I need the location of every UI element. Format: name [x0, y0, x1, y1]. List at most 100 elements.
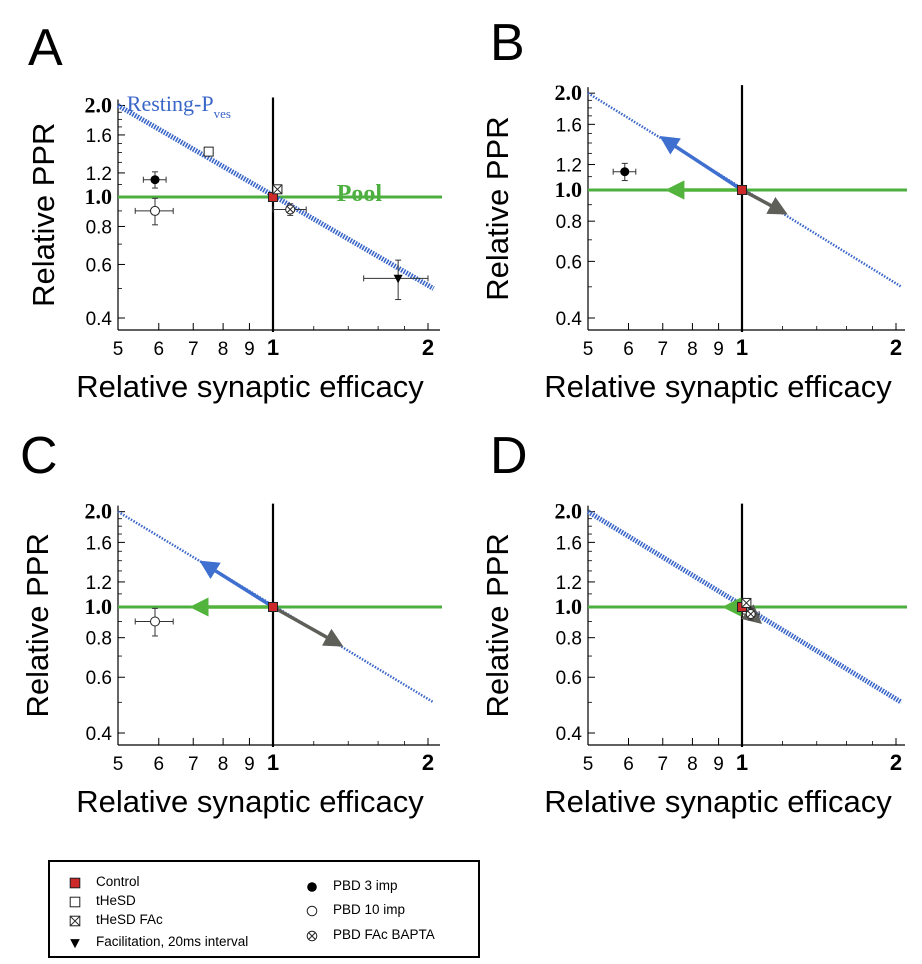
data-point-pbd-3-imp: [142, 171, 167, 189]
marker-circle-filled: [150, 175, 160, 185]
grey-arrow: [272, 605, 344, 647]
x-axis-title: Relative synaptic efficacy: [76, 369, 424, 404]
data-point-pbd-fac-bapta: [272, 203, 307, 216]
y-axis-title: Relative PPR: [480, 116, 515, 300]
y-tick-label: 1.6: [556, 533, 582, 554]
x-tick-label: 1: [267, 750, 279, 775]
x-tick-label: 2: [422, 750, 434, 775]
x-tick-label: 5: [583, 339, 594, 360]
y-tick-label: 0.4: [556, 724, 583, 745]
x-tick-label: 9: [713, 339, 724, 360]
data-point-pbd-3-imp: [612, 162, 637, 182]
x-tick-label: 8: [687, 754, 698, 775]
y-tick-label: 1.2: [556, 156, 582, 177]
x-tick-label: 6: [623, 754, 634, 775]
marker-circle-open: [306, 905, 318, 917]
panel-label: A: [28, 19, 63, 77]
marker-square-red: [69, 877, 81, 889]
x-tick-label: 6: [153, 754, 164, 775]
y-tick-label: 1.2: [556, 573, 582, 594]
legend-label: tHeSD FAc: [96, 912, 163, 927]
y-tick-label: 0.8: [86, 629, 112, 650]
blue-arrow: [659, 135, 743, 192]
x-tick-label: 5: [113, 339, 124, 360]
panel-label: B: [490, 14, 525, 72]
y-tick-label: 1.6: [556, 115, 582, 136]
x-axis-title: Relative synaptic efficacy: [76, 784, 424, 819]
y-tick-label: 0.4: [86, 724, 113, 745]
data-point-thesd-fac: [741, 597, 752, 608]
y-axis-title: Relative PPR: [26, 123, 61, 307]
x-tick-label: 2: [890, 750, 902, 775]
y-tick-label: 1.0: [85, 184, 113, 209]
x-tick-label: 1: [736, 335, 748, 360]
legend-label: PBD 3 imp: [333, 878, 398, 893]
annotation-subscript: ves: [214, 106, 231, 121]
y-tick-label: 0.6: [86, 668, 112, 689]
y-tick-label: 0.6: [556, 252, 582, 273]
marker-square-red: [268, 602, 278, 612]
legend-marker: [306, 905, 318, 917]
panel-a: A 0.4 0.6 0.8 1.01.2 1.6 2.0 5 6 7 8 9 1 2 Relative sy…: [26, 19, 442, 404]
y-tick-label: 2.0: [555, 80, 583, 105]
x-tick-label: 8: [218, 754, 229, 775]
blue-arrow: [199, 560, 274, 609]
x-tick-label: 8: [687, 339, 698, 360]
panel-d: D 0.4 0.6 0.8 1.01.2 1.6 2.0 5 6 7 8 9 1 2 Relative sy…: [480, 427, 907, 819]
y-tick-label: 0.4: [556, 309, 583, 330]
data-point-facilitation-20ms-interval: [363, 259, 429, 301]
y-tick-label: 0.8: [556, 212, 582, 233]
data-point-thesd: [203, 146, 214, 157]
x-tick-label: 7: [188, 339, 199, 360]
marker-square-red: [737, 185, 747, 195]
panel-label: C: [20, 427, 58, 485]
y-tick-label: 1.6: [86, 533, 112, 554]
x-tick-label: 9: [713, 754, 724, 775]
data-point-control: [737, 185, 747, 195]
x-tick-label: 9: [244, 754, 255, 775]
x-axis-title: Relative synaptic efficacy: [544, 369, 892, 404]
marker-circle-x-cross: [747, 610, 755, 618]
annotation-main: Pool: [337, 181, 383, 207]
marker-circle-filled: [307, 882, 317, 892]
x-tick-label: 6: [153, 339, 164, 360]
legend-marker: [307, 882, 317, 892]
legend-marker: [69, 896, 81, 908]
x-tick-label: 7: [188, 754, 199, 775]
legend: Control tHeSD tHeSD FAc Facilitation, 20ms …: [48, 860, 480, 958]
y-tick-label: 1.0: [555, 594, 583, 619]
x-tick-label: 7: [657, 339, 668, 360]
legend-marker: [306, 930, 318, 942]
y-tick-label: 0.8: [556, 629, 582, 650]
legend-marker: [69, 877, 81, 889]
y-tick-label: 1.6: [86, 126, 112, 147]
panel-label: D: [490, 427, 528, 485]
y-tick-label: 0.8: [86, 217, 112, 238]
legend-label: Facilitation, 20ms interval: [96, 934, 249, 949]
x-tick-label: 5: [113, 754, 124, 775]
grey-arrow: [741, 188, 788, 215]
x-tick-label: 8: [218, 339, 229, 360]
legend-label: Control: [96, 874, 140, 889]
annotation-text: Pool: [337, 181, 383, 207]
y-tick-label: 1.2: [86, 573, 112, 594]
marker-circle-x-cross: [286, 205, 294, 213]
marker-square-open: [203, 146, 214, 157]
marker-circle-x-cross: [308, 932, 316, 940]
panel-c: C 0.4 0.6 0.8 1.01.2 1.6 2.0 5 6 7 8 9 1 2 Relative sy…: [20, 427, 442, 819]
x-axis-title: Relative synaptic efficacy: [544, 784, 892, 819]
data-point-pbd-10-imp: [134, 197, 174, 226]
y-tick-label: 2.0: [85, 92, 113, 117]
data-point-thesd-fac: [272, 184, 283, 195]
y-tick-label: 1.0: [85, 594, 113, 619]
marker-circle-open: [150, 205, 161, 216]
marker-square-open: [69, 896, 81, 908]
x-tick-label: 9: [244, 339, 255, 360]
annotation-main: Resting-P: [127, 91, 214, 116]
legend-label: tHeSD: [96, 893, 136, 908]
y-tick-label: 1.0: [555, 177, 583, 202]
y-tick-label: 0.4: [86, 309, 113, 330]
annotation-text: Resting-Pves: [127, 91, 231, 121]
marker-triangle-down: [70, 939, 80, 949]
